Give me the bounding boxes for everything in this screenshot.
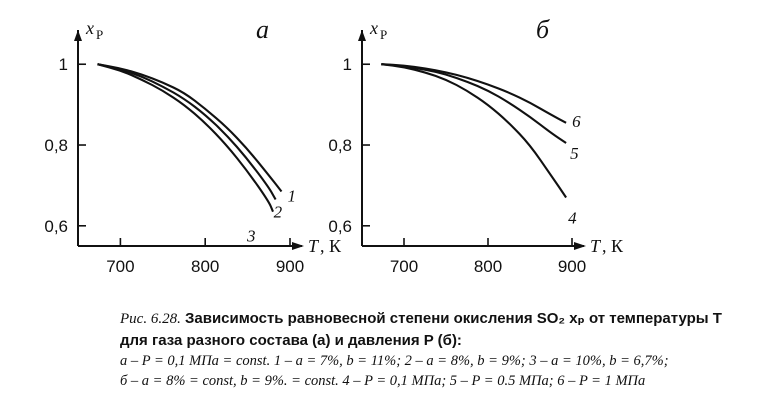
p1-x-axis-arrow	[292, 242, 304, 250]
p1-y-tick-label: 1	[59, 55, 68, 74]
p1-y-axis-arrow	[74, 30, 82, 41]
p2-x-axis-arrow	[574, 242, 586, 250]
caption-note-b: б – a = 8% = const, b = 9%. = const. 4 –…	[120, 373, 646, 389]
p2-y-axis-arrow	[358, 30, 366, 41]
p1-curve-3	[97, 63, 274, 213]
p2-y-axis-label-subscript: Р	[380, 27, 387, 42]
p2-x-axis-unit: , К	[602, 236, 624, 256]
p2-x-tick-label: 800	[474, 257, 502, 276]
p2-y-axis-label: x	[369, 18, 378, 38]
p1-curve-label-3: 3	[246, 227, 256, 246]
p1-x-tick-label: 900	[276, 257, 304, 276]
p2-curve-5	[381, 63, 567, 144]
p1-panel-letter: а	[256, 15, 269, 44]
caption-note-a: а – P = 0,1 МПа = const. 1 – a = 7%, b =…	[120, 353, 669, 369]
p1-y-axis-label-subscript: Р	[96, 27, 103, 42]
p1-x-axis-unit: , К	[320, 236, 342, 256]
p1-x-axis-label: T	[308, 236, 320, 256]
p1-curve-label-2: 2	[274, 203, 283, 222]
p1-curve-label-1: 1	[288, 186, 297, 205]
p2-x-axis-label: T	[590, 236, 602, 256]
caption-prefix: Рис. 6.28.	[120, 311, 181, 327]
caption-title: Зависимость равновесной степени окислени…	[185, 310, 722, 327]
figure-caption: Рис. 6.28. Зависимость равновесной степе…	[120, 308, 770, 391]
p2-y-tick-label: 1	[343, 55, 352, 74]
p1-curve-2	[97, 63, 277, 201]
p2-y-tick-label: 0,6	[328, 217, 352, 236]
p2-curve-label-5: 5	[570, 144, 579, 163]
p1-y-axis-label: x	[85, 18, 94, 38]
caption-subtitle: для газа разного состава (а) и давления …	[120, 332, 462, 349]
p1-x-tick-label: 800	[191, 257, 219, 276]
p1-x-tick-label: 700	[106, 257, 134, 276]
p2-panel-letter: б	[536, 15, 550, 44]
p2-curve-6	[381, 63, 567, 124]
p2-x-tick-label: 900	[558, 257, 586, 276]
p2-curve-label-6: 6	[572, 112, 581, 131]
p2-x-tick-label: 700	[390, 257, 418, 276]
p1-curve-1	[97, 63, 283, 193]
p2-curve-4	[381, 63, 567, 199]
p1-y-tick-label: 0,8	[44, 136, 68, 155]
p1-y-tick-label: 0,6	[44, 217, 68, 236]
caption-title-line: Рис. 6.28. Зависимость равновесной степе…	[120, 308, 770, 330]
p2-y-tick-label: 0,8	[328, 136, 352, 155]
p2-curve-label-4: 4	[568, 209, 577, 228]
